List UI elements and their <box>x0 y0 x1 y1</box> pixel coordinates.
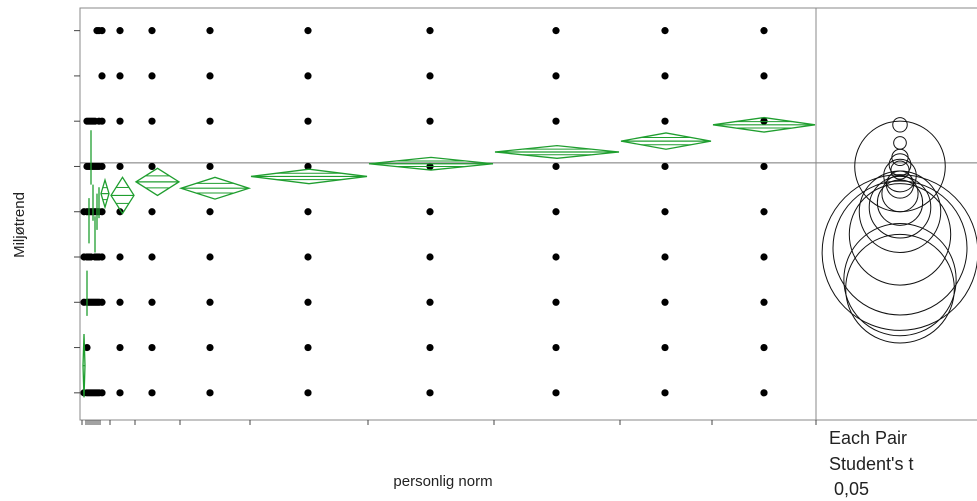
data-point <box>206 343 214 352</box>
data-point <box>661 117 669 125</box>
data-point <box>148 208 156 216</box>
data-point <box>148 162 156 171</box>
data-point <box>426 298 434 306</box>
data-point <box>116 162 124 171</box>
data-point <box>760 208 768 216</box>
data-point <box>304 208 312 216</box>
data-point <box>304 389 312 397</box>
y-axis-title: Miljøtrend <box>11 192 28 258</box>
data-point <box>206 389 214 397</box>
data-point <box>98 27 106 35</box>
data-point <box>116 343 124 352</box>
data-point <box>116 72 124 80</box>
data-point <box>552 208 560 216</box>
comparison-circle <box>883 158 917 193</box>
data-point <box>661 389 669 397</box>
comparison-circle <box>868 175 932 239</box>
data-point <box>760 389 768 397</box>
data-point <box>760 162 768 171</box>
data-point <box>98 389 106 397</box>
data-point <box>148 343 156 352</box>
data-point <box>661 253 669 261</box>
data-point <box>552 162 560 171</box>
comparison-circle <box>848 183 952 286</box>
data-point <box>98 162 106 171</box>
data-point <box>304 162 312 171</box>
data-point <box>426 208 434 216</box>
data-point <box>206 298 214 306</box>
comparison-circle <box>892 117 908 133</box>
comparison-circle <box>845 233 955 344</box>
x-axis-title: personlig norm <box>393 473 492 490</box>
data-point <box>304 72 312 80</box>
comparison-circle <box>832 180 968 316</box>
data-point <box>206 208 214 216</box>
alpha-label: 0,05 <box>834 479 870 499</box>
data-point <box>98 117 106 125</box>
comparison-circle <box>893 136 907 150</box>
data-point <box>98 253 106 261</box>
data-point <box>426 117 434 125</box>
data-point <box>148 27 156 35</box>
data-point <box>116 253 124 261</box>
comparison-circle <box>854 120 946 213</box>
comparison-circle <box>821 174 977 331</box>
data-point <box>304 343 312 352</box>
data-point <box>206 162 214 171</box>
data-point <box>426 343 434 352</box>
data-point <box>426 72 434 80</box>
data-point <box>304 27 312 35</box>
data-point <box>552 298 560 306</box>
data-point <box>148 389 156 397</box>
data-point <box>552 343 560 352</box>
data-point <box>98 208 106 216</box>
data-point <box>661 72 669 80</box>
comparison-method-label: Each Pair <box>829 428 908 448</box>
data-point <box>760 298 768 306</box>
data-point <box>426 253 434 261</box>
data-point <box>661 298 669 306</box>
data-point <box>760 72 768 80</box>
data-point <box>116 117 124 125</box>
comparison-circle <box>888 153 912 177</box>
data-point <box>760 27 768 35</box>
data-point <box>304 298 312 306</box>
data-point <box>98 72 106 80</box>
data-point <box>116 298 124 306</box>
data-point <box>304 117 312 125</box>
data-point <box>552 253 560 261</box>
data-point <box>552 389 560 397</box>
data-point <box>304 253 312 261</box>
data-point <box>661 343 669 352</box>
data-point <box>98 298 106 306</box>
data-point <box>148 298 156 306</box>
data-point <box>661 162 669 171</box>
data-point <box>206 72 214 80</box>
data-point <box>760 253 768 261</box>
comparison-circle <box>885 170 915 199</box>
data-point <box>552 117 560 125</box>
data-point <box>148 253 156 261</box>
comparison-circle <box>876 179 924 226</box>
data-point <box>760 343 768 352</box>
data-point <box>83 343 91 352</box>
data-point <box>148 72 156 80</box>
comparison-test-label: Student's t <box>829 454 914 474</box>
data-point <box>148 117 156 125</box>
data-point <box>206 27 214 35</box>
data-point <box>206 117 214 125</box>
data-point <box>206 253 214 261</box>
data-point <box>552 27 560 35</box>
data-point <box>661 27 669 35</box>
data-point <box>661 208 669 216</box>
data-point <box>426 27 434 35</box>
data-point <box>426 389 434 397</box>
data-point <box>552 72 560 80</box>
comparison-circle <box>843 223 957 337</box>
data-point <box>116 389 124 397</box>
data-point <box>116 27 124 35</box>
